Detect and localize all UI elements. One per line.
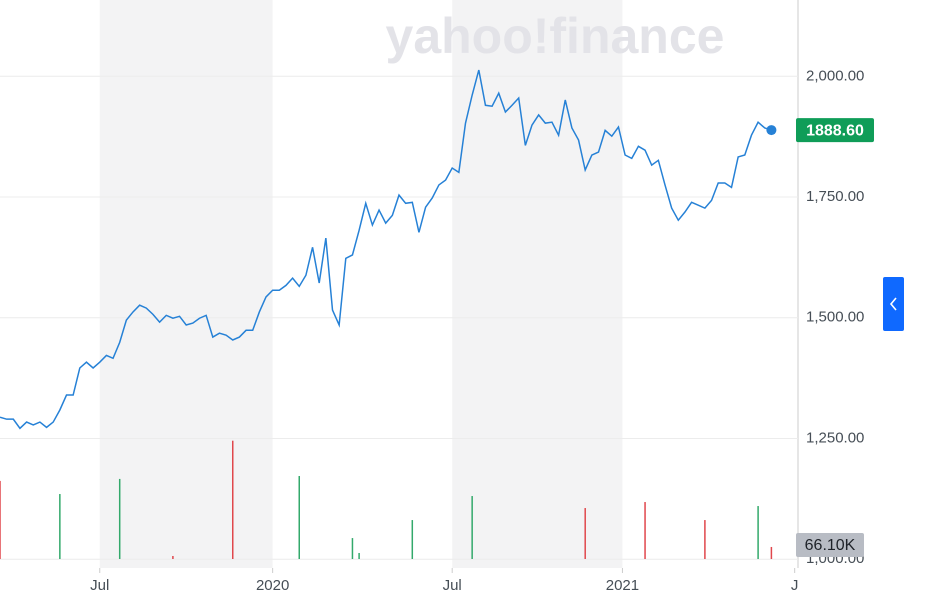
period-band — [452, 0, 623, 568]
volume-bar — [351, 538, 354, 559]
volume-bar — [704, 520, 706, 559]
y-tick-label: 2,000.00 — [806, 67, 864, 84]
collapse-button[interactable] — [883, 277, 904, 331]
volume-bar — [0, 480, 1, 559]
volume-bar — [232, 440, 234, 559]
volume-badge — [796, 533, 864, 557]
volume-bar — [172, 555, 174, 559]
button-bg[interactable] — [883, 277, 904, 331]
watermark: yahoo!finance — [386, 8, 725, 64]
chevron-icon — [889, 297, 897, 311]
volume-bar — [471, 496, 473, 559]
x-tick-label: 2021 — [606, 577, 639, 594]
x-tick-label: J — [791, 577, 799, 594]
period-band — [99, 0, 273, 568]
last-price-label: 1888.60 — [806, 122, 864, 139]
volume-bar — [757, 506, 759, 559]
x-tick-label: Jul — [90, 577, 109, 594]
volume-bar — [59, 494, 61, 559]
volume-bar — [411, 520, 414, 559]
volume-label: 66.10K — [805, 537, 856, 554]
volume-bar — [644, 502, 646, 559]
x-tick-label: 2020 — [256, 577, 289, 594]
last-price-dot — [766, 125, 777, 136]
y-tick-label: 1,250.00 — [806, 429, 864, 446]
price-line — [0, 69, 772, 430]
y-tick-label: 1,500.00 — [806, 309, 864, 326]
volume-bar — [298, 476, 300, 559]
volume-bar — [770, 546, 773, 559]
volume-bar — [118, 478, 121, 559]
volume-bar — [358, 552, 360, 559]
last-price-badge — [796, 118, 874, 143]
x-tick-label: Jul — [443, 577, 462, 594]
y-tick-label: 1,750.00 — [806, 188, 864, 205]
background — [99, 0, 623, 568]
volume-bar — [584, 508, 586, 559]
